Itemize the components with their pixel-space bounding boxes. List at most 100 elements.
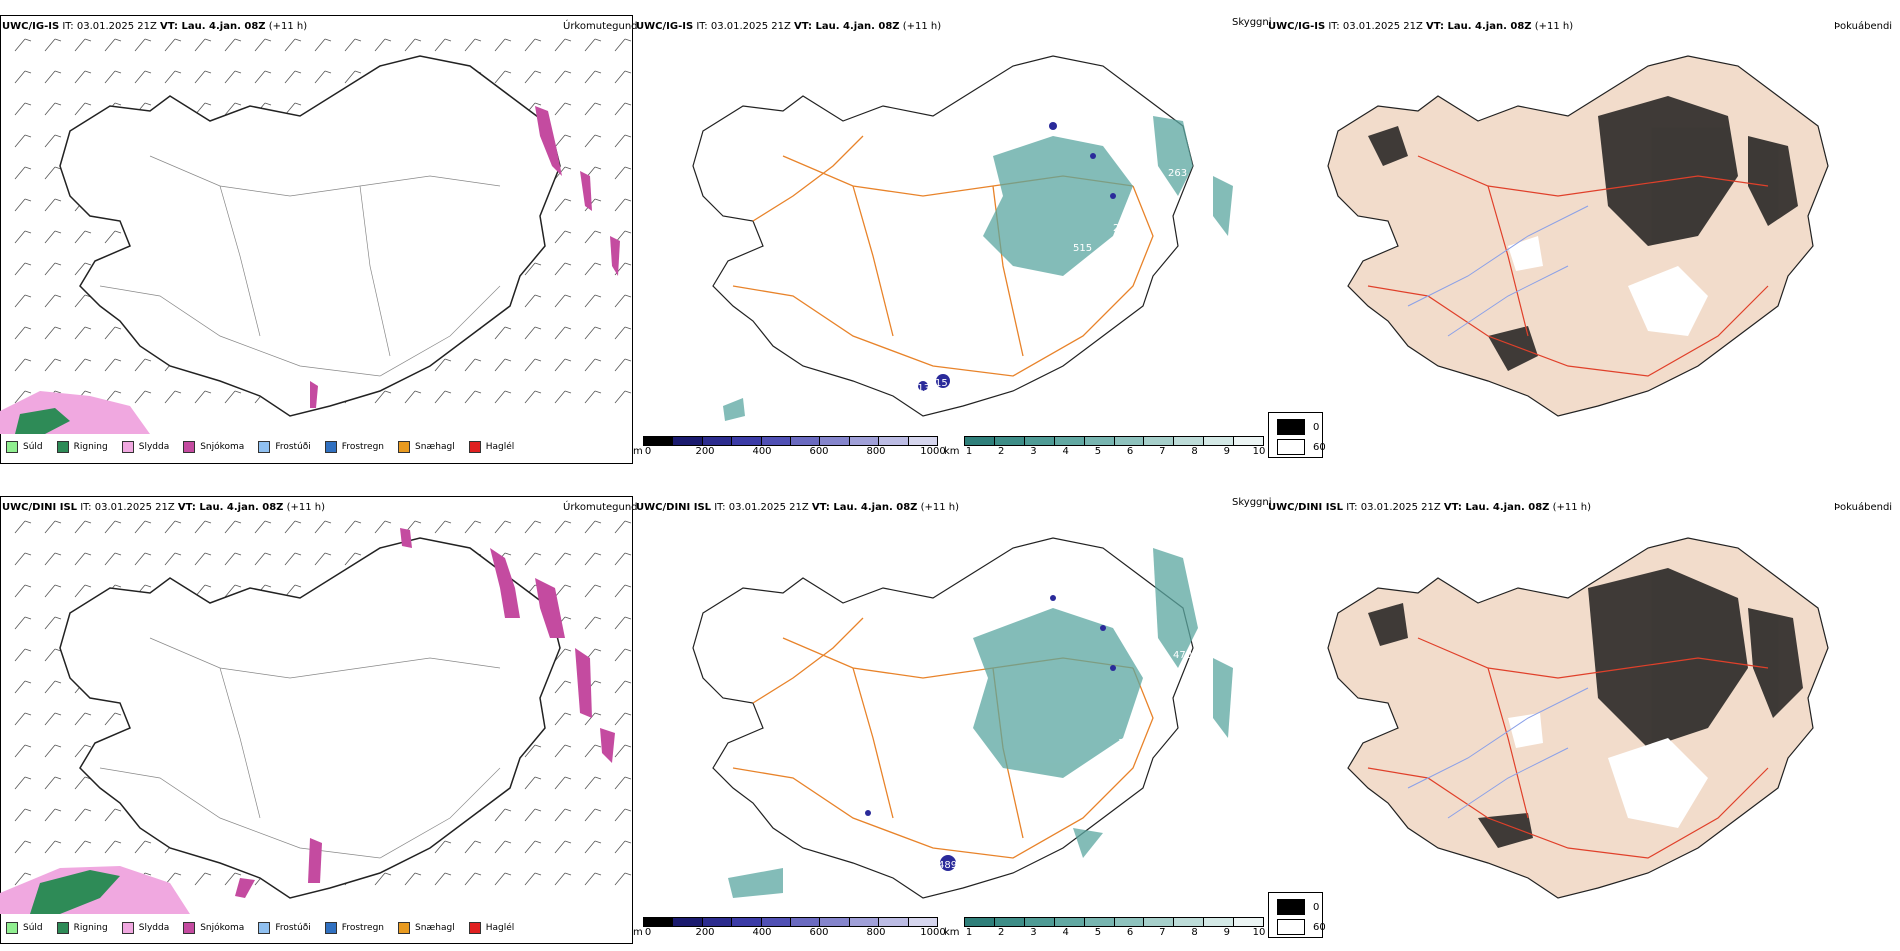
wind-barb <box>524 840 542 854</box>
legend-item: Slydda <box>121 922 169 934</box>
roads-lines <box>99 637 501 859</box>
legend-swatch <box>468 922 481 934</box>
wind-barb <box>284 552 302 566</box>
wind-barb <box>554 552 572 566</box>
legend-swatch <box>258 441 271 453</box>
legend-label: Frostregn <box>341 442 385 452</box>
wind-barb <box>44 38 62 52</box>
wind-barb <box>524 872 542 886</box>
legend-item: Slydda <box>121 441 169 453</box>
legend-swatch <box>398 922 411 934</box>
wind-barb <box>14 520 32 534</box>
wind-barb <box>554 584 572 598</box>
colorbar-cell <box>702 918 733 926</box>
colorbar-cell <box>1234 918 1264 926</box>
wind-barb <box>14 294 32 308</box>
iceland-fog-land <box>1327 537 1829 899</box>
cloud-base-dots <box>865 595 1116 871</box>
legend-swatch <box>6 441 18 453</box>
wind-barb <box>164 552 182 566</box>
wind-barb <box>74 294 92 308</box>
wind-barb <box>14 102 32 116</box>
legend-swatch <box>121 922 134 934</box>
fog-swatch-0 <box>1277 899 1305 915</box>
wind-barb <box>554 102 572 116</box>
wind-barb <box>14 390 32 404</box>
fog-rivers <box>1407 687 1589 819</box>
wind-barb <box>14 648 32 662</box>
cloud-label: 607 <box>1091 600 1110 611</box>
colorbar-tick: 3 <box>1030 446 1037 457</box>
wind-barb <box>14 70 32 84</box>
sleet-rain-area <box>0 866 190 914</box>
wind-barb <box>614 294 632 308</box>
wind-barb <box>344 70 362 84</box>
wind-barb <box>74 584 92 598</box>
wind-barb <box>14 840 32 854</box>
low-cloud-areas <box>728 548 1233 898</box>
legend-label: Rigning <box>73 442 108 452</box>
cloud-map-bottom: 685 322 470 489 607 <box>692 537 1233 899</box>
colorbar-tick: 8 <box>1191 927 1198 938</box>
legend-item: Rigning <box>56 441 108 453</box>
wind-barb <box>554 198 572 212</box>
wind-barb <box>524 326 542 340</box>
wind-barb <box>74 230 92 244</box>
wind-barb <box>494 70 512 84</box>
colorbar-cell <box>849 918 880 926</box>
legend-item: Haglél <box>468 441 515 453</box>
iceland-outline <box>692 55 1194 417</box>
wind-barb <box>554 808 572 822</box>
wind-barb <box>524 552 542 566</box>
legend-label: Snjókoma <box>200 442 245 452</box>
colorbar-cell <box>1144 437 1175 445</box>
wind-barb <box>554 358 572 372</box>
wind-barb <box>74 712 92 726</box>
wind-barb <box>14 166 32 180</box>
colorbar-cell <box>908 437 938 445</box>
colorbar-cell <box>673 918 703 926</box>
wind-barb <box>584 102 602 116</box>
low-cloud-areas <box>723 116 1233 421</box>
colorbar-cell <box>994 918 1025 926</box>
legend-swatch <box>398 441 411 453</box>
wind-barb <box>584 840 602 854</box>
legend-item: Snjókoma <box>183 441 244 453</box>
legend-label: Haglél <box>485 442 515 452</box>
wind-barb <box>44 712 62 726</box>
wind-barb <box>584 390 602 404</box>
colorbar-cell <box>820 437 850 445</box>
fog-white-areas <box>1508 713 1708 828</box>
colorbar-cell <box>1024 437 1055 445</box>
wind-barb <box>464 390 482 404</box>
precip-legend-top: Súld Rigning Slydda Snjókoma Frostúði Frostre… <box>6 441 528 453</box>
colorbar-cell <box>1114 918 1145 926</box>
wind-barb <box>584 38 602 52</box>
legend-item: Snæhagl <box>398 922 455 934</box>
wind-barb <box>254 552 272 566</box>
wind-barb <box>434 872 452 886</box>
wind-barb <box>74 808 92 822</box>
wind-barb <box>164 390 182 404</box>
wind-barb <box>14 358 32 372</box>
wind-barb <box>164 70 182 84</box>
wind-barb <box>74 102 92 116</box>
legend-label: Snjókoma <box>200 923 245 933</box>
wind-barb <box>164 38 182 52</box>
wind-barb <box>44 166 62 180</box>
wind-barb <box>554 38 572 52</box>
wind-barb <box>14 744 32 758</box>
colorbar-cell <box>644 918 674 926</box>
wind-barb <box>584 70 602 84</box>
wind-barb <box>494 520 512 534</box>
legend-item: Súld <box>6 441 43 453</box>
wind-barb <box>194 552 212 566</box>
wind-barb <box>194 38 212 52</box>
wind-barb <box>194 872 212 886</box>
legend-label: Súld <box>23 923 43 933</box>
fog-map-top <box>1327 55 1829 417</box>
wind-barb <box>584 744 602 758</box>
wind-barb <box>74 776 92 790</box>
colorbar-cell <box>994 437 1025 445</box>
legend-swatch <box>324 922 337 934</box>
